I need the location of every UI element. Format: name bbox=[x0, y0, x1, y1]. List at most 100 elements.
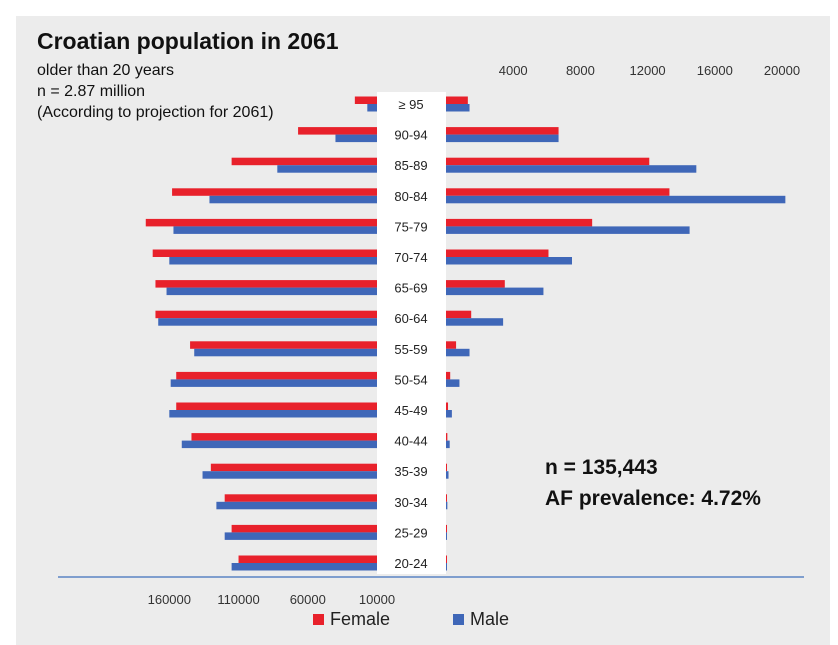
prevalence-annotation: AF prevalence: 4.72% bbox=[545, 487, 761, 510]
right-bar-male-80-84 bbox=[446, 195, 786, 204]
left-bar-male-40-44 bbox=[181, 440, 377, 449]
right-bar-female-75-79 bbox=[446, 218, 593, 227]
left-bar-female-25-29 bbox=[231, 524, 377, 533]
right-bar-male-20-24 bbox=[446, 563, 447, 571]
left-bar-male-75-79 bbox=[173, 226, 377, 234]
left-bar-female-90-94 bbox=[298, 127, 377, 135]
right-bar-female-50-54 bbox=[446, 371, 451, 380]
right-bar-female-65-69 bbox=[446, 280, 505, 288]
legend-item-female: Female bbox=[313, 609, 390, 630]
right-bar-female-85-89 bbox=[446, 157, 650, 166]
right-bar-female-30-34 bbox=[446, 494, 447, 502]
right-bar-female-45-49 bbox=[446, 402, 449, 410]
age-group-label-60-64: 60-64 bbox=[394, 311, 427, 326]
left-bar-female-ge-95 bbox=[354, 96, 377, 104]
left-bar-female-75-79 bbox=[145, 218, 377, 227]
right-axis-tick-label: 12000 bbox=[630, 63, 666, 78]
legend-label-female: Female bbox=[330, 609, 391, 629]
right-bar-male-35-39 bbox=[446, 471, 449, 479]
age-group-label-90-94: 90-94 bbox=[394, 128, 427, 143]
age-group-label-80-84: 80-84 bbox=[394, 189, 427, 204]
right-bar-male-70-74 bbox=[446, 257, 572, 265]
right-axis-tick-label: 4000 bbox=[499, 63, 528, 78]
right-bar-male-65-69 bbox=[446, 287, 544, 296]
left-bar-male-70-74 bbox=[169, 257, 377, 265]
right-bar-male-ge-95 bbox=[446, 104, 470, 112]
age-group-label-75-79: 75-79 bbox=[394, 219, 427, 234]
right-bar-male-90-94 bbox=[446, 134, 559, 143]
left-bar-male-60-64 bbox=[158, 318, 377, 326]
legend-item-male: Male bbox=[453, 609, 509, 630]
right-bar-male-85-89 bbox=[446, 165, 697, 173]
right-bar-male-45-49 bbox=[446, 410, 452, 418]
left-bar-female-60-64 bbox=[155, 310, 377, 319]
right-bar-female-ge-95 bbox=[446, 96, 468, 104]
left-bar-male-35-39 bbox=[202, 471, 377, 479]
chart-title: Croatian population in 2061 bbox=[37, 28, 339, 54]
right-bar-male-40-44 bbox=[446, 440, 450, 449]
chart-subtitle-1: older than 20 years bbox=[37, 62, 174, 79]
left-bar-female-55-59 bbox=[190, 341, 377, 349]
right-axis-tick-label: 16000 bbox=[697, 63, 733, 78]
left-bar-female-80-84 bbox=[172, 188, 377, 196]
right-bar-female-90-94 bbox=[446, 127, 559, 135]
total-annotation: n = 135,443 bbox=[545, 456, 658, 479]
right-bar-male-55-59 bbox=[446, 348, 470, 357]
right-bar-male-25-29 bbox=[446, 532, 447, 540]
right-bar-male-60-64 bbox=[446, 318, 504, 326]
right-axis-tick-label: 8000 bbox=[566, 63, 595, 78]
chart-subtitle-3: (According to projection for 2061) bbox=[37, 104, 274, 121]
right-bar-male-30-34 bbox=[446, 501, 448, 510]
age-group-label-55-59: 55-59 bbox=[394, 342, 427, 357]
age-group-label-85-89: 85-89 bbox=[394, 158, 427, 173]
left-bar-female-85-89 bbox=[231, 157, 377, 166]
left-axis-tick-label: 60000 bbox=[290, 592, 326, 607]
right-bar-male-75-79 bbox=[446, 226, 690, 234]
left-bar-male-ge-95 bbox=[367, 104, 377, 112]
right-bar-female-55-59 bbox=[446, 341, 457, 349]
right-bar-female-20-24 bbox=[446, 555, 447, 563]
age-group-label-70-74: 70-74 bbox=[394, 250, 427, 265]
right-axis-tick-label: 20000 bbox=[764, 63, 800, 78]
left-bar-male-20-24 bbox=[231, 563, 377, 571]
right-bar-female-25-29 bbox=[446, 524, 447, 533]
left-bar-male-55-59 bbox=[194, 348, 377, 357]
left-bar-female-35-39 bbox=[210, 463, 377, 472]
legend-label-male: Male bbox=[470, 609, 510, 629]
right-bar-female-80-84 bbox=[446, 188, 670, 196]
left-bar-male-50-54 bbox=[170, 379, 377, 387]
left-bar-male-85-89 bbox=[277, 165, 377, 173]
left-bar-male-25-29 bbox=[224, 532, 377, 540]
right-bar-male-50-54 bbox=[446, 379, 460, 387]
age-label-panel bbox=[377, 92, 446, 574]
age-group-label-65-69: 65-69 bbox=[394, 281, 427, 296]
left-bar-male-65-69 bbox=[166, 287, 377, 296]
left-bar-female-45-49 bbox=[176, 402, 377, 410]
left-bar-female-70-74 bbox=[152, 249, 377, 257]
chart-subtitle-2: n = 2.87 million bbox=[37, 83, 146, 100]
age-group-label-30-34: 30-34 bbox=[394, 495, 427, 510]
left-bar-male-80-84 bbox=[209, 195, 377, 204]
left-axis-tick-label: 160000 bbox=[148, 592, 191, 607]
left-bar-female-40-44 bbox=[191, 433, 377, 441]
age-group-label-35-39: 35-39 bbox=[394, 464, 427, 479]
left-bar-male-45-49 bbox=[169, 410, 377, 418]
age-group-label-45-49: 45-49 bbox=[394, 403, 427, 418]
age-group-label-50-54: 50-54 bbox=[394, 372, 427, 387]
age-group-label-25-29: 25-29 bbox=[394, 525, 427, 540]
left-bar-female-50-54 bbox=[176, 371, 377, 380]
left-bar-male-30-34 bbox=[216, 501, 377, 510]
age-group-label-ge-95: ≥ 95 bbox=[398, 97, 423, 112]
age-group-label-20-24: 20-24 bbox=[394, 556, 427, 571]
right-bar-female-35-39 bbox=[446, 463, 447, 472]
right-bar-female-40-44 bbox=[446, 433, 448, 441]
right-bar-female-70-74 bbox=[446, 249, 549, 257]
left-bar-female-65-69 bbox=[155, 280, 377, 288]
left-bar-female-20-24 bbox=[238, 555, 377, 563]
left-bar-female-30-34 bbox=[224, 494, 377, 502]
left-axis-tick-label: 10000 bbox=[359, 592, 395, 607]
left-axis-tick-label: 110000 bbox=[217, 592, 259, 607]
legend-swatch-female bbox=[313, 614, 324, 625]
age-group-label-40-44: 40-44 bbox=[394, 434, 427, 449]
